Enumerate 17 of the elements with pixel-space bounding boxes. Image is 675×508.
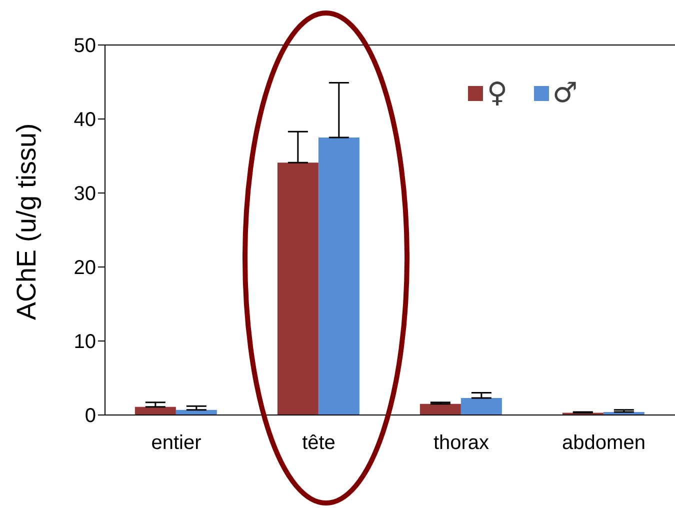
y-tick-label: 30	[74, 183, 96, 206]
bar	[318, 138, 360, 415]
y-tick-label: 50	[74, 35, 96, 58]
bar	[460, 398, 502, 415]
y-tick-label: 10	[74, 331, 96, 354]
bar	[277, 162, 318, 415]
x-tick-label: abdomen	[562, 432, 646, 454]
legend-label: ♂	[552, 76, 578, 109]
bar	[420, 404, 461, 415]
y-tick-label: 20	[74, 257, 96, 280]
y-axis-title: AChE (u/g tissu)	[12, 123, 42, 320]
x-tick-label: entier	[151, 432, 202, 454]
legend-label: ♀	[487, 76, 508, 109]
x-tick-label: thorax	[433, 432, 490, 454]
y-tick-label: 40	[74, 109, 96, 132]
y-tick-label: 0	[84, 405, 96, 428]
x-tick-label: tête	[302, 432, 336, 454]
